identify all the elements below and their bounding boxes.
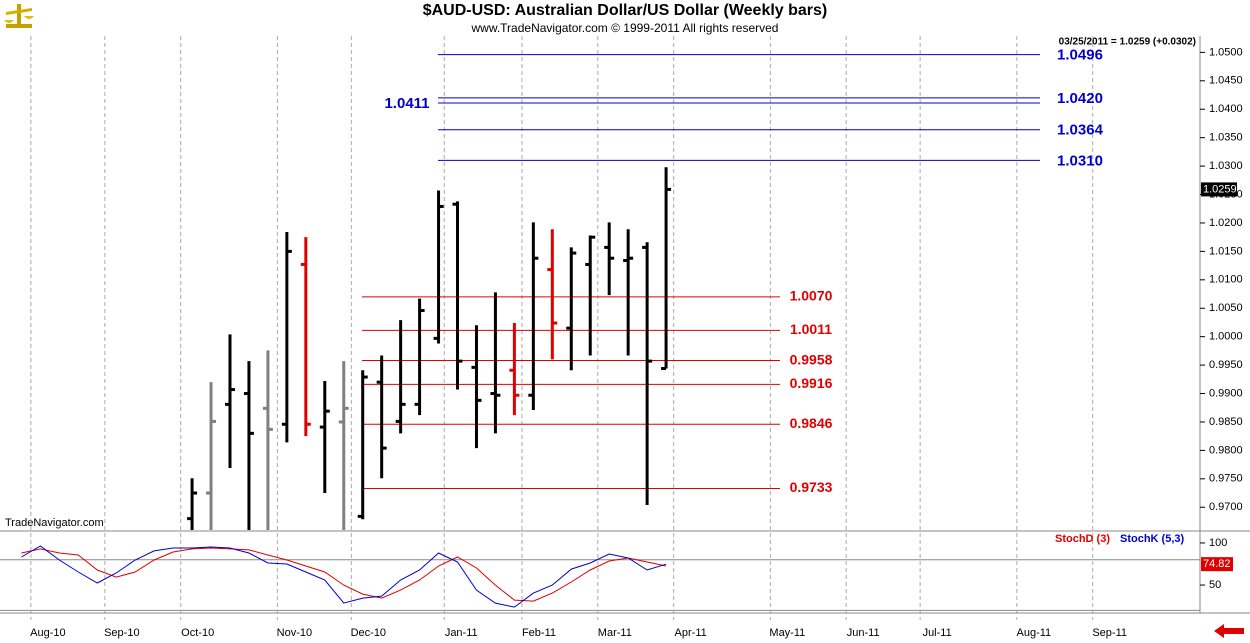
legend-entry: StochD (3) (1055, 533, 1110, 545)
price-panel (187, 54, 1040, 530)
y-tick-label: 1.0500 (1209, 46, 1243, 58)
x-tick-label: Jan-11 (445, 627, 478, 639)
last-stoch-label: 74.82 (1203, 558, 1231, 570)
x-tick-label: Jul-11 (923, 627, 952, 639)
y-tick-label: 1.0350 (1209, 132, 1243, 144)
x-tick-label: Jun-11 (847, 627, 880, 639)
legend-entry: StochK (5,3) (1120, 533, 1185, 545)
stoch-line (21, 547, 667, 602)
y-tick-label: 50 (1209, 579, 1221, 591)
level-label: 1.0011 (790, 321, 832, 337)
y-tick-label: 0.9800 (1209, 444, 1243, 456)
x-tick-label: Nov-10 (277, 627, 312, 639)
grid (30, 36, 1094, 620)
x-tick-label: Dec-10 (351, 627, 386, 639)
level-label: 0.9733 (790, 479, 833, 495)
y-tick-label: 1.0300 (1209, 160, 1243, 172)
chart-title: $AUD-USD: Australian Dollar/US Dollar (W… (423, 2, 828, 19)
x-tick-label: Aug-10 (30, 627, 65, 639)
last-price-box (1201, 182, 1237, 197)
logo-icon (4, 4, 34, 28)
y-tick-label: 0.9700 (1209, 501, 1243, 513)
x-tick-label: May-11 (769, 627, 805, 639)
level-label: 1.0411 (384, 95, 429, 112)
watermark: TradeNavigator.com (5, 517, 104, 529)
x-tick-label: Aug-11 (1017, 627, 1052, 639)
last-price-label: 1.0259 (1203, 183, 1237, 195)
y-tick-label: 0.9750 (1209, 473, 1243, 485)
x-tick-label: Sep-10 (104, 627, 139, 639)
y-tick-label: 1.0450 (1209, 75, 1243, 87)
x-tick-label: Sep-11 (1092, 627, 1127, 639)
x-tick-label: Mar-11 (598, 627, 632, 639)
stoch-panel (0, 545, 1200, 611)
y-tick-label: 1.0100 (1209, 274, 1243, 286)
last-stoch-box (1201, 557, 1233, 572)
level-label: 1.0070 (790, 288, 833, 304)
level-label: 1.0496 (1057, 47, 1103, 64)
x-tick-label: Apr-11 (675, 627, 707, 639)
chart-subtitle: www.TradeNavigator.com © 1999-2011 All r… (471, 21, 779, 35)
y-tick-label: 0.9900 (1209, 387, 1243, 399)
level-label: 0.9846 (790, 415, 833, 431)
level-label: 0.9916 (790, 375, 833, 391)
x-tick-label: Feb-11 (522, 627, 556, 639)
axes: Aug-10 Sep-10 Oct-10 Nov-10 Dec-10 Jan-11 Feb-… (30, 46, 1242, 639)
level-label: 1.0420 (1057, 90, 1103, 107)
y-tick-label: 0.9850 (1209, 416, 1243, 428)
y-tick-label: 1.0150 (1209, 245, 1243, 257)
y-tick-label: 0.9950 (1209, 359, 1243, 371)
last-price-info: 03/25/2011 = 1.0259 (+0.0302) (1059, 37, 1196, 48)
y-tick-label: 1.0200 (1209, 217, 1243, 229)
y-tick-label: 100 (1209, 537, 1227, 549)
stoch-line (21, 545, 667, 608)
scroll-arrow[interactable] (1214, 624, 1244, 638)
level-label: 0.9958 (790, 351, 833, 367)
level-label: 1.0364 (1057, 122, 1104, 139)
y-tick-label: 1.0050 (1209, 302, 1243, 314)
level-label: 1.0310 (1057, 152, 1103, 169)
y-tick-label: 1.0400 (1209, 103, 1243, 115)
x-tick-label: Oct-10 (181, 627, 214, 639)
y-tick-label: 1.0000 (1209, 331, 1243, 343)
